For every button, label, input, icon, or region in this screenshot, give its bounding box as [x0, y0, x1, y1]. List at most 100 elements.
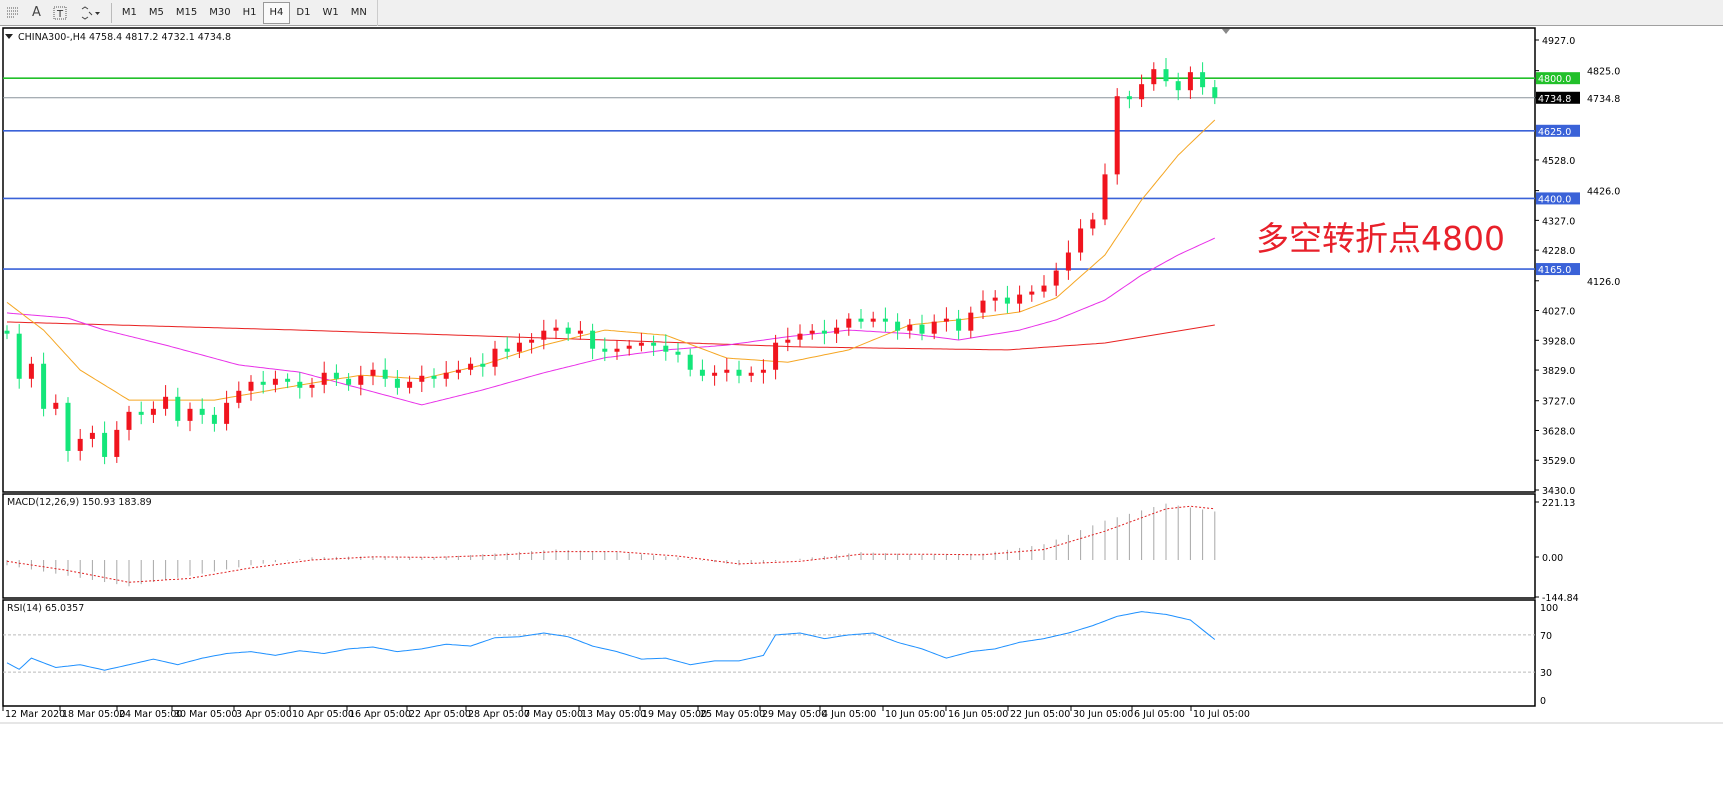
candle [773, 334, 779, 380]
candle-body [199, 408, 205, 415]
candle-body [102, 432, 108, 457]
candle-body [858, 318, 864, 322]
time-label: 13 May 05:00 [581, 709, 646, 720]
timeframe-h1[interactable]: H1 [242, 7, 257, 18]
candle [492, 340, 498, 376]
candle-body [773, 342, 779, 370]
candle [516, 333, 522, 359]
candle [651, 335, 657, 356]
candle [199, 398, 205, 424]
candle-body [1029, 291, 1035, 295]
time-label: 12 Mar 2020 [5, 709, 65, 720]
price-tick-label: 4027.0 [1542, 307, 1575, 318]
candle-body [77, 438, 83, 451]
price-line-label: 4625.0 [1538, 127, 1571, 138]
candle [1078, 219, 1084, 261]
candle-body [931, 321, 937, 334]
price-tick-label: 4126.0 [1587, 277, 1620, 288]
candle [272, 370, 278, 393]
fibonacci-icon[interactable] [0, 2, 26, 24]
candle [1102, 163, 1108, 226]
text-label-icon[interactable]: T [47, 2, 73, 24]
candle [834, 319, 840, 344]
candle [1017, 285, 1023, 313]
price-line-label: 4400.0 [1538, 194, 1571, 205]
price-tick-label: 4528.0 [1542, 156, 1575, 167]
candle-body [309, 384, 315, 388]
candle-body [28, 363, 34, 379]
candle [1065, 240, 1071, 280]
candle [712, 365, 718, 386]
candle-body [419, 375, 425, 382]
time-label: 30 Jun 05:00 [1073, 709, 1133, 720]
timeframe-d1[interactable]: D1 [296, 7, 311, 18]
candle-body [285, 378, 291, 382]
macd-signal-line [6, 505, 1215, 583]
candle-body [16, 333, 22, 379]
candle [968, 306, 974, 339]
timeframe-m5[interactable]: M5 [148, 7, 164, 18]
candle [785, 327, 791, 352]
time-label: 6 Jul 05:00 [1134, 709, 1185, 720]
candle [187, 402, 193, 432]
svg-text:T: T [56, 9, 64, 20]
candle [858, 309, 864, 329]
candle [455, 360, 461, 380]
timeframe-m1[interactable]: M1 [121, 7, 137, 18]
price-tick-label: 4825.0 [1587, 67, 1620, 78]
candle [626, 340, 632, 356]
text-icon[interactable]: A [32, 5, 41, 20]
candle [1200, 62, 1206, 95]
timeframe-m15[interactable]: M15 [175, 7, 198, 18]
candle [28, 356, 34, 388]
rsi-tick-label: 100 [1540, 603, 1558, 614]
price-tick-label: 3430.0 [1542, 486, 1575, 497]
candle-body [1200, 72, 1206, 88]
candle-body [187, 408, 193, 421]
candle [443, 361, 449, 387]
timeframe-h4[interactable]: H4 [262, 1, 291, 24]
candle-body [407, 381, 413, 388]
symbol-header: CHINA300-,H4 4758.4 4817.2 4732.1 4734.8 [18, 32, 231, 43]
time-label: 16 Apr 05:00 [349, 709, 411, 720]
candle-body [1065, 252, 1071, 271]
candle-body [626, 345, 632, 349]
candle-body [602, 348, 608, 352]
candle-body [748, 372, 754, 376]
candle-body [943, 318, 949, 322]
arrows-icon[interactable] [73, 2, 107, 24]
chart-canvas[interactable]: 4927.0 4825.0 4734.8 4528.0 4426.0 4327.0 4228… [0, 26, 1723, 796]
candle-body [492, 348, 498, 367]
candle-body [1078, 228, 1084, 253]
price-label-bg [1536, 72, 1580, 85]
macd-tick-label: 221.13 [1542, 498, 1575, 509]
candle [980, 290, 986, 319]
candle-body [516, 342, 522, 352]
candle-body [614, 348, 620, 352]
candle-body [455, 369, 461, 373]
timeframe-m30[interactable]: M30 [209, 7, 231, 18]
price-tick-label: 3928.0 [1542, 336, 1575, 347]
price-tick-label: 3829.0 [1542, 366, 1575, 377]
candle-body [895, 321, 901, 331]
collapse-triangle-icon[interactable] [5, 34, 13, 40]
candle-body [736, 369, 742, 376]
timeframe-w1[interactable]: W1 [322, 7, 339, 18]
time-label: 16 Jun 05:00 [948, 709, 1008, 720]
price-tick-label: 3727.0 [1542, 397, 1575, 408]
candle-body [1004, 297, 1010, 304]
candle [931, 314, 937, 340]
rsi-tick-label: 0 [1540, 696, 1546, 707]
candle [943, 307, 949, 332]
candle-body [504, 348, 510, 352]
candle [102, 421, 108, 465]
candle [370, 362, 376, 386]
candle [577, 321, 583, 340]
candle-body [541, 330, 547, 340]
candle-body [809, 330, 815, 334]
candle-body [785, 339, 791, 343]
candle [565, 322, 571, 341]
timeframe-mn[interactable]: MN [350, 7, 367, 18]
candle [163, 385, 169, 416]
candle-body [1090, 219, 1096, 229]
